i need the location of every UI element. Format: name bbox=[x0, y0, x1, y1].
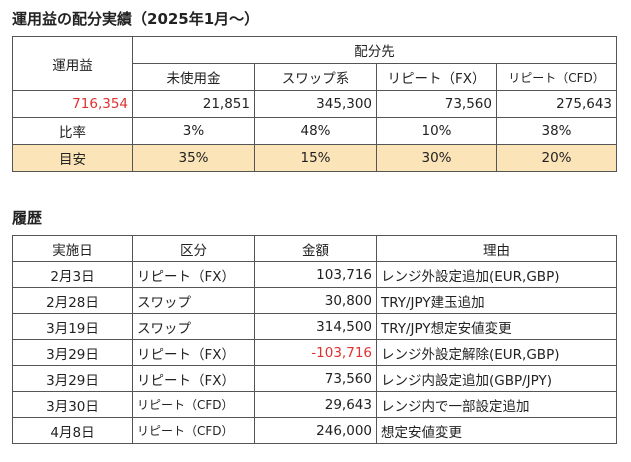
row-date: 3月19日 bbox=[12, 313, 133, 340]
row-type: リピート（FX） bbox=[132, 261, 255, 288]
header-profit: 運用益 bbox=[12, 36, 133, 91]
ratio-label: 比率 bbox=[12, 117, 133, 145]
row-type: リピート（FX） bbox=[132, 365, 255, 392]
table-row: 4月8日 リピート（CFD） 246,000 想定安値変更 bbox=[12, 417, 617, 444]
history-header-amount: 金額 bbox=[254, 235, 377, 262]
target-swap: 15% bbox=[254, 144, 377, 172]
category-swap: スワップ系 bbox=[254, 63, 377, 91]
row-amount: 103,716 bbox=[254, 261, 377, 288]
row-reason: TRY/JPY建玉追加 bbox=[376, 287, 617, 314]
row-amount: 29,643 bbox=[254, 391, 377, 418]
row-type: リピート（CFD） bbox=[132, 391, 255, 418]
table-row: 3月29日 リピート（FX） -103,716 レンジ外設定解除(EUR,GBP… bbox=[12, 339, 617, 366]
history-header-reason: 理由 bbox=[376, 235, 617, 262]
target-repeat-fx: 30% bbox=[376, 144, 497, 172]
row-amount: -103,716 bbox=[254, 339, 377, 366]
row-type: リピート（FX） bbox=[132, 339, 255, 366]
amount-repeat-fx: 73,560 bbox=[376, 90, 497, 118]
row-date: 2月28日 bbox=[12, 287, 133, 314]
row-date: 4月8日 bbox=[12, 417, 133, 444]
history-title: 履歴 bbox=[12, 209, 43, 227]
ratio-repeat-fx: 10% bbox=[376, 117, 497, 145]
target-repeat-cfd: 20% bbox=[496, 144, 617, 172]
row-type: スワップ bbox=[132, 313, 255, 340]
table-row: 2月3日 リピート（FX） 103,716 レンジ外設定追加(EUR,GBP) bbox=[12, 261, 617, 288]
row-amount: 246,000 bbox=[254, 417, 377, 444]
history-header-date: 実施日 bbox=[12, 235, 133, 262]
amount-unused: 21,851 bbox=[132, 90, 255, 118]
category-repeat-cfd: リピート（CFD） bbox=[496, 63, 617, 91]
amount-repeat-cfd: 275,643 bbox=[496, 90, 617, 118]
row-date: 3月29日 bbox=[12, 339, 133, 366]
row-reason: レンジ外設定解除(EUR,GBP) bbox=[376, 339, 617, 366]
row-reason: 想定安値変更 bbox=[376, 417, 617, 444]
history-table: 実施日 区分 金額 理由 2月3日 リピート（FX） 103,716 レンジ外設… bbox=[12, 235, 617, 444]
table-row: 3月29日 リピート（FX） 73,560 レンジ内設定追加(GBP/JPY) bbox=[12, 365, 617, 392]
category-unused: 未使用金 bbox=[132, 63, 255, 91]
profit-total: 716,354 bbox=[12, 90, 133, 118]
table-row: 2月28日 スワップ 30,800 TRY/JPY建玉追加 bbox=[12, 287, 617, 314]
header-allocation: 配分先 bbox=[132, 36, 617, 64]
row-amount: 30,800 bbox=[254, 287, 377, 314]
row-amount: 73,560 bbox=[254, 365, 377, 392]
ratio-repeat-cfd: 38% bbox=[496, 117, 617, 145]
ratio-unused: 3% bbox=[132, 117, 255, 145]
allocation-table: 運用益 配分先 未使用金 スワップ系 リピート（FX） リピート（CFD） 71… bbox=[12, 36, 617, 172]
row-type: リピート（CFD） bbox=[132, 417, 255, 444]
history-header-type: 区分 bbox=[132, 235, 255, 262]
row-amount: 314,500 bbox=[254, 313, 377, 340]
row-reason: レンジ内設定追加(GBP/JPY) bbox=[376, 365, 617, 392]
table-row: 3月30日 リピート（CFD） 29,643 レンジ内で一部設定追加 bbox=[12, 391, 617, 418]
row-reason: レンジ内で一部設定追加 bbox=[376, 391, 617, 418]
row-date: 2月3日 bbox=[12, 261, 133, 288]
row-reason: レンジ外設定追加(EUR,GBP) bbox=[376, 261, 617, 288]
target-unused: 35% bbox=[132, 144, 255, 172]
target-label: 目安 bbox=[12, 144, 133, 172]
row-date: 3月29日 bbox=[12, 365, 133, 392]
row-type: スワップ bbox=[132, 287, 255, 314]
allocation-title: 運用益の配分実績（2025年1月～） bbox=[12, 10, 260, 28]
table-row: 3月19日 スワップ 314,500 TRY/JPY想定安値変更 bbox=[12, 313, 617, 340]
row-reason: TRY/JPY想定安値変更 bbox=[376, 313, 617, 340]
category-repeat-fx: リピート（FX） bbox=[376, 63, 497, 91]
row-date: 3月30日 bbox=[12, 391, 133, 418]
ratio-swap: 48% bbox=[254, 117, 377, 145]
amount-swap: 345,300 bbox=[254, 90, 377, 118]
